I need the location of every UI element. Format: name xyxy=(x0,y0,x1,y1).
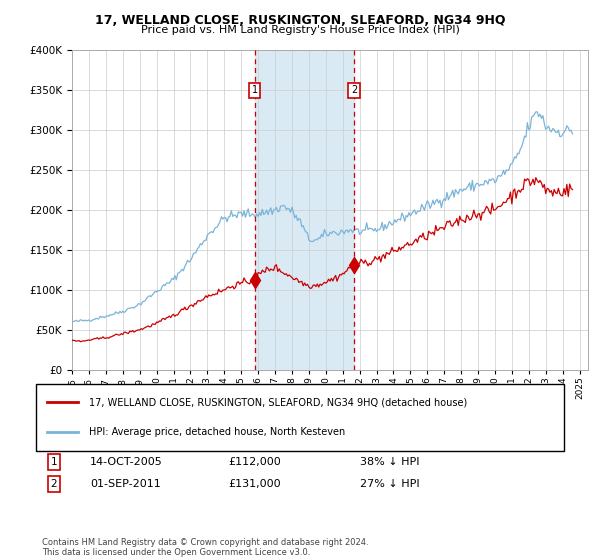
Text: HPI: Average price, detached house, North Kesteven: HPI: Average price, detached house, Nort… xyxy=(89,427,345,437)
FancyBboxPatch shape xyxy=(36,384,564,451)
Text: 1: 1 xyxy=(50,457,58,467)
Text: 38% ↓ HPI: 38% ↓ HPI xyxy=(360,457,419,467)
Text: 2: 2 xyxy=(50,479,58,489)
Text: 17, WELLAND CLOSE, RUSKINGTON, SLEAFORD, NG34 9HQ (detached house): 17, WELLAND CLOSE, RUSKINGTON, SLEAFORD,… xyxy=(89,398,467,408)
Text: £131,000: £131,000 xyxy=(228,479,281,489)
Text: £112,000: £112,000 xyxy=(228,457,281,467)
Text: 14-OCT-2005: 14-OCT-2005 xyxy=(90,457,163,467)
Text: Price paid vs. HM Land Registry's House Price Index (HPI): Price paid vs. HM Land Registry's House … xyxy=(140,25,460,35)
Text: 17, WELLAND CLOSE, RUSKINGTON, SLEAFORD, NG34 9HQ: 17, WELLAND CLOSE, RUSKINGTON, SLEAFORD,… xyxy=(95,14,505,27)
Text: 01-SEP-2011: 01-SEP-2011 xyxy=(90,479,161,489)
Text: 1: 1 xyxy=(251,85,257,95)
Text: 27% ↓ HPI: 27% ↓ HPI xyxy=(360,479,419,489)
Bar xyxy=(254,50,354,370)
Text: 2: 2 xyxy=(351,85,357,95)
Text: Contains HM Land Registry data © Crown copyright and database right 2024.
This d: Contains HM Land Registry data © Crown c… xyxy=(42,538,368,557)
